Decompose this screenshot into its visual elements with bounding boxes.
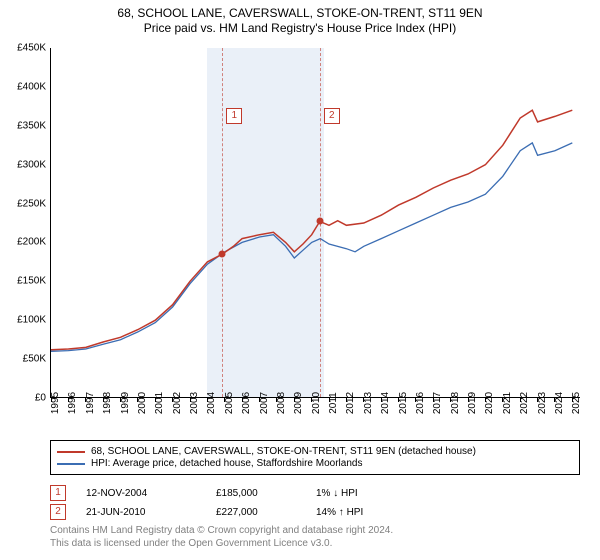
x-tick-label: 2024 <box>554 392 565 414</box>
x-tick-label: 2008 <box>276 392 287 414</box>
chart-container: 68, SCHOOL LANE, CAVERSWALL, STOKE-ON-TR… <box>0 0 600 560</box>
event-number-box: 2 <box>50 504 66 520</box>
x-tick-label: 1997 <box>85 392 96 414</box>
event-date: 12-NOV-2004 <box>86 488 216 499</box>
legend-item: 68, SCHOOL LANE, CAVERSWALL, STOKE-ON-TR… <box>57 446 573 457</box>
x-tick-label: 2004 <box>206 392 217 414</box>
event-row: 1 12-NOV-2004 £185,000 1% ↓ HPI <box>50 485 580 501</box>
x-tick-label: 2012 <box>345 392 356 414</box>
y-tick-label: £200K <box>17 237 46 248</box>
x-tick-label: 2014 <box>380 392 391 414</box>
x-tick-label: 2022 <box>519 392 530 414</box>
event-row: 2 21-JUN-2010 £227,000 14% ↑ HPI <box>50 504 580 520</box>
x-tick-label: 2003 <box>189 392 200 414</box>
x-tick-label: 2013 <box>363 392 374 414</box>
plot-region: 12 <box>50 48 580 398</box>
footer: Contains HM Land Registry data © Crown c… <box>50 524 393 550</box>
x-tick-label: 2000 <box>137 392 148 414</box>
x-tick-label: 2010 <box>311 392 322 414</box>
y-tick-label: £400K <box>17 81 46 92</box>
x-tick-label: 2023 <box>537 392 548 414</box>
event-marker-box: 1 <box>226 108 242 124</box>
y-tick-label: £450K <box>17 43 46 54</box>
legend-swatch <box>57 463 85 465</box>
x-tick-label: 2018 <box>450 392 461 414</box>
footer-line1: Contains HM Land Registry data © Crown c… <box>50 524 393 537</box>
event-number-box: 1 <box>50 485 66 501</box>
x-tick-label: 2019 <box>467 392 478 414</box>
event-table: 1 12-NOV-2004 £185,000 1% ↓ HPI 2 21-JUN… <box>50 482 580 523</box>
x-tick-label: 2001 <box>154 392 165 414</box>
event-pct: 1% ↓ HPI <box>316 488 466 499</box>
x-tick-label: 2025 <box>571 392 582 414</box>
legend-item: HPI: Average price, detached house, Staf… <box>57 458 573 469</box>
event-date: 21-JUN-2010 <box>86 507 216 518</box>
series-line-hpi <box>51 143 572 351</box>
x-tick-label: 1998 <box>102 392 113 414</box>
event-dashed-line <box>222 48 223 397</box>
event-pct: 14% ↑ HPI <box>316 507 466 518</box>
x-tick-label: 2006 <box>241 392 252 414</box>
title-block: 68, SCHOOL LANE, CAVERSWALL, STOKE-ON-TR… <box>0 0 600 35</box>
legend-swatch <box>57 451 85 453</box>
x-tick-label: 1999 <box>120 392 131 414</box>
y-tick-label: £50K <box>23 354 46 365</box>
title-line2: Price paid vs. HM Land Registry's House … <box>0 21 600 35</box>
x-tick-label: 1996 <box>67 392 78 414</box>
legend-label: 68, SCHOOL LANE, CAVERSWALL, STOKE-ON-TR… <box>91 446 476 457</box>
x-tick-label: 1995 <box>50 392 61 414</box>
x-tick-label: 2016 <box>415 392 426 414</box>
x-tick-label: 2005 <box>224 392 235 414</box>
y-tick-label: £250K <box>17 198 46 209</box>
chart-area: 12 £0£50K£100K£150K£200K£250K£300K£350K£… <box>50 48 580 398</box>
event-price: £185,000 <box>216 488 316 499</box>
legend: 68, SCHOOL LANE, CAVERSWALL, STOKE-ON-TR… <box>50 440 580 475</box>
x-tick-label: 2007 <box>259 392 270 414</box>
x-tick-label: 2002 <box>172 392 183 414</box>
footer-line2: This data is licensed under the Open Gov… <box>50 537 393 550</box>
x-tick-label: 2009 <box>293 392 304 414</box>
x-tick-label: 2015 <box>398 392 409 414</box>
y-tick-label: £100K <box>17 315 46 326</box>
x-tick-label: 2011 <box>328 392 339 414</box>
x-tick-label: 2020 <box>484 392 495 414</box>
legend-label: HPI: Average price, detached house, Staf… <box>91 458 362 469</box>
series-line-price_paid <box>51 110 572 350</box>
event-dashed-line <box>320 48 321 397</box>
x-tick-label: 2021 <box>502 392 513 414</box>
y-tick-label: £300K <box>17 159 46 170</box>
y-tick-label: £150K <box>17 276 46 287</box>
x-tick-label: 2017 <box>432 392 443 414</box>
event-price: £227,000 <box>216 507 316 518</box>
event-marker-box: 2 <box>324 108 340 124</box>
title-line1: 68, SCHOOL LANE, CAVERSWALL, STOKE-ON-TR… <box>0 6 600 20</box>
y-tick-label: £350K <box>17 120 46 131</box>
y-tick-label: £0 <box>35 393 46 404</box>
